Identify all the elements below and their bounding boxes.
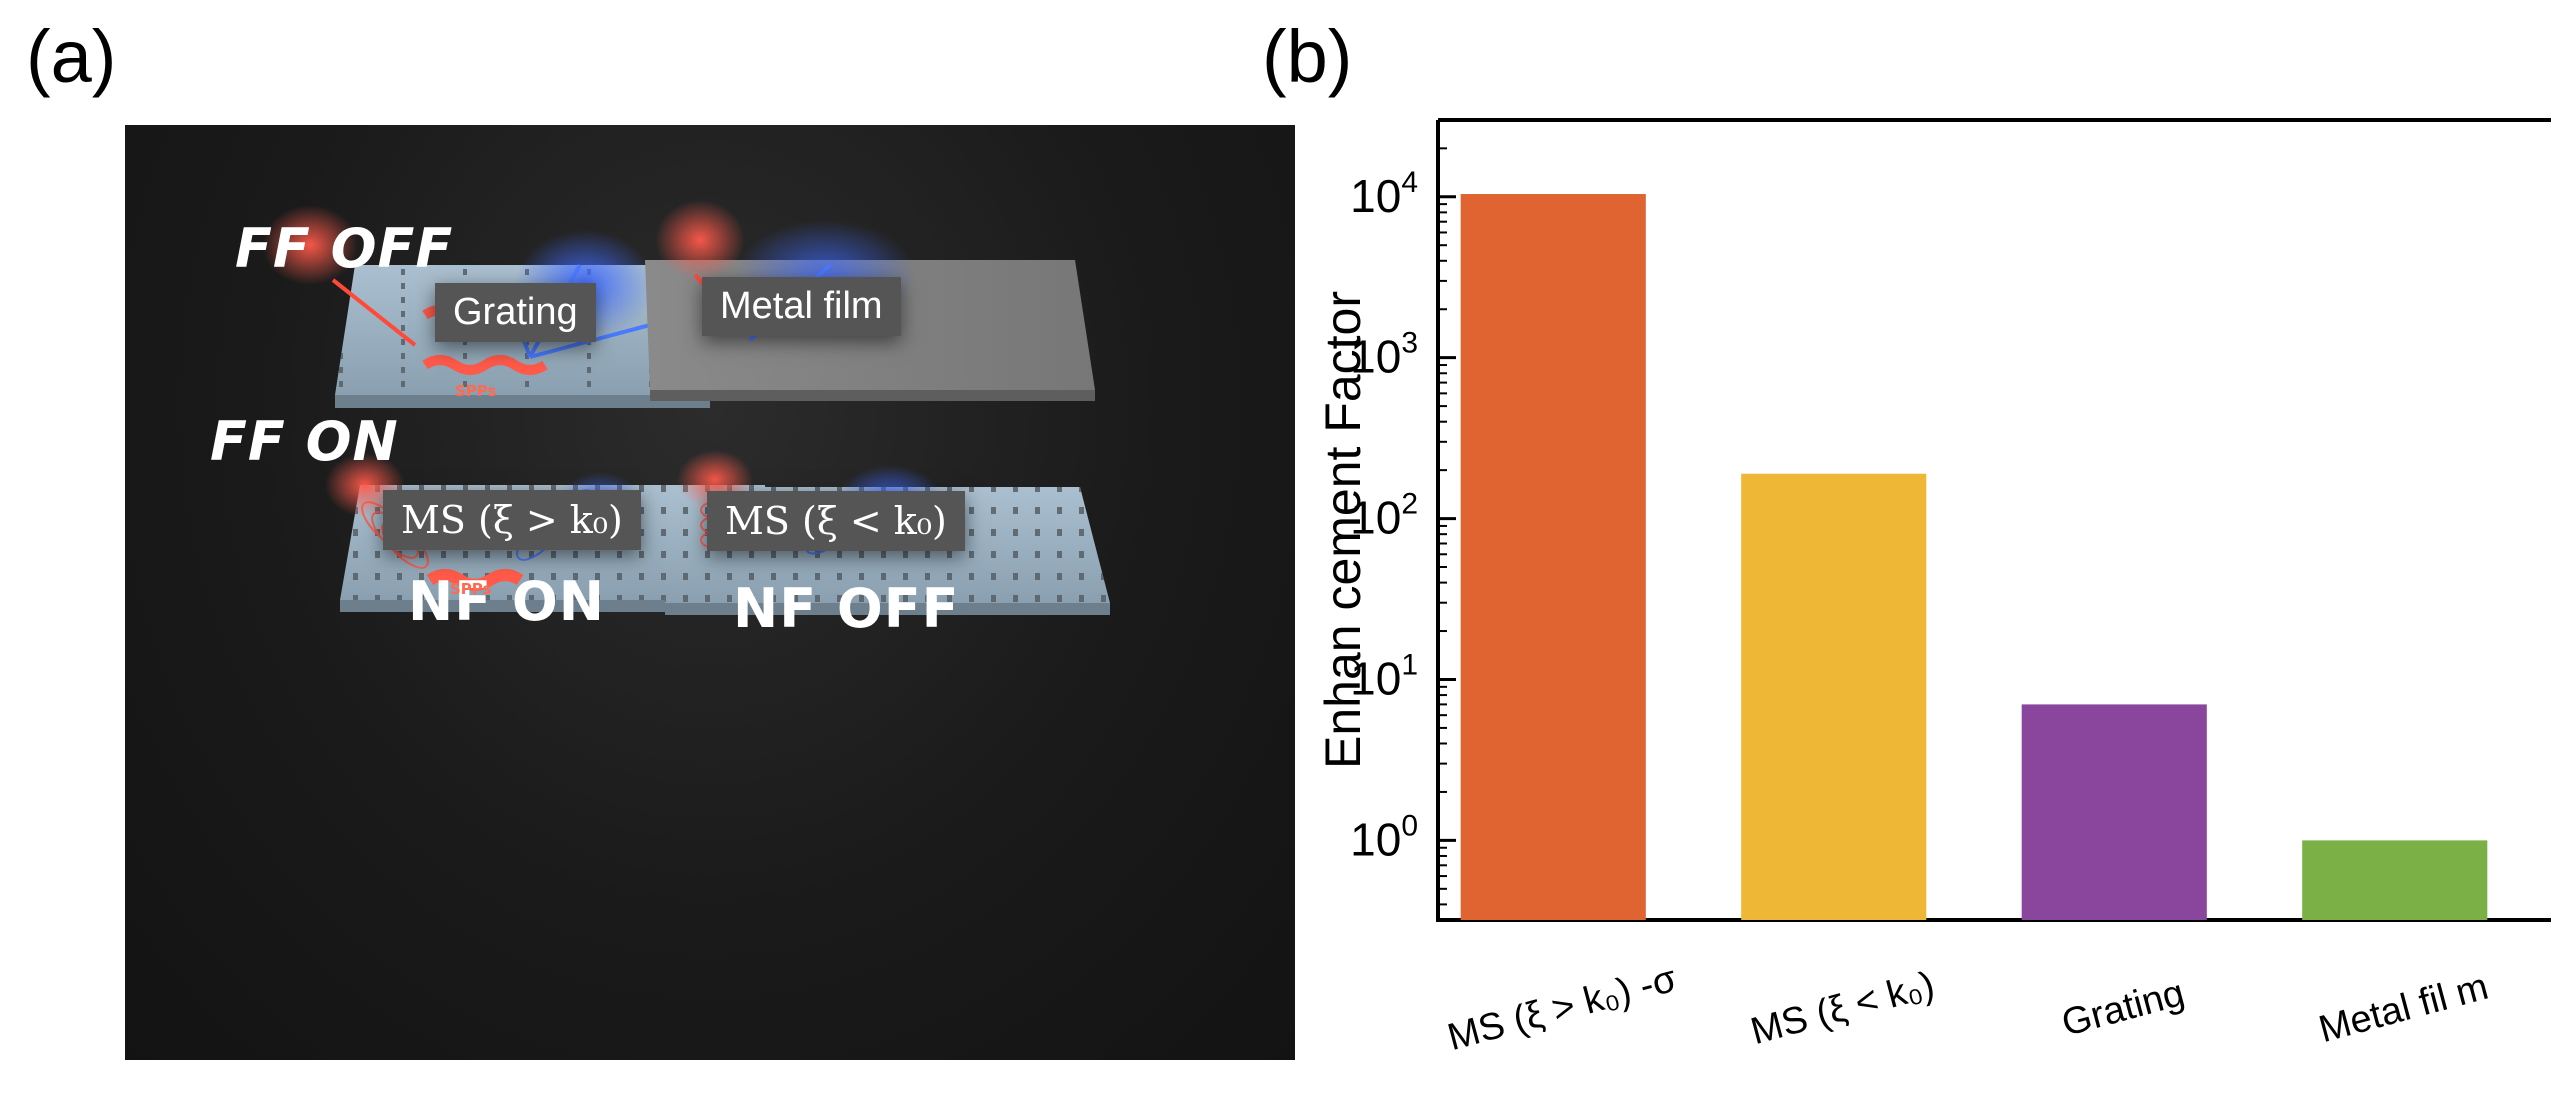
metal-film-plate-label: Metal film xyxy=(702,277,901,336)
panel-label-b: (b) xyxy=(1262,15,1353,98)
bar xyxy=(2302,840,2488,920)
panel-label-a: (a) xyxy=(26,15,117,98)
y-tick-label: 104 xyxy=(1350,166,1418,222)
bars xyxy=(1460,194,2488,920)
ff-on-label: FF ON xyxy=(210,410,399,473)
nf-on-label: NF ON xyxy=(408,570,605,633)
y-tick-label: 102 xyxy=(1350,488,1418,544)
bar xyxy=(2021,704,2207,920)
grating-plate-label: Grating xyxy=(435,283,596,342)
x-tick-label: Grating xyxy=(2058,972,2189,1045)
nf-off-label: NF OFF xyxy=(733,577,960,640)
enhancement-factor-chart: 100 101 102 103 104 MS (ξ > k₀) -σ MS (ξ < k₀… xyxy=(1315,118,2551,1059)
schematic-illustration: FF OFF FF ON NF ON NF OFF Grating Metal … xyxy=(125,125,1295,1060)
y-tick-label: 100 xyxy=(1350,809,1418,865)
y-axis-ticks: 100 101 102 103 104 xyxy=(1350,119,1456,906)
ms-small-plate-label: MS (ξ < k₀) xyxy=(707,491,965,551)
spp-label-grating: SPPs xyxy=(455,382,497,400)
spp-label-ms: SPPs xyxy=(450,580,492,598)
ff-off-label: FF OFF xyxy=(235,217,454,280)
x-tick-label: MS (ξ < k₀) xyxy=(1746,964,1938,1053)
y-axis-label: Enhan cement Factor xyxy=(1315,291,1371,769)
bar xyxy=(1460,194,1646,920)
y-tick-label: 101 xyxy=(1350,648,1418,704)
x-tick-label: Metal fil m xyxy=(2315,966,2493,1051)
bar xyxy=(1741,473,1927,920)
x-tick-label: MS (ξ > k₀) -σ xyxy=(1443,958,1681,1059)
ms-large-plate-label: MS (ξ > k₀) xyxy=(383,490,641,550)
x-axis-labels: MS (ξ > k₀) -σ MS (ξ < k₀) Grating Metal fi… xyxy=(1443,958,2492,1059)
y-tick-label: 103 xyxy=(1350,327,1418,383)
